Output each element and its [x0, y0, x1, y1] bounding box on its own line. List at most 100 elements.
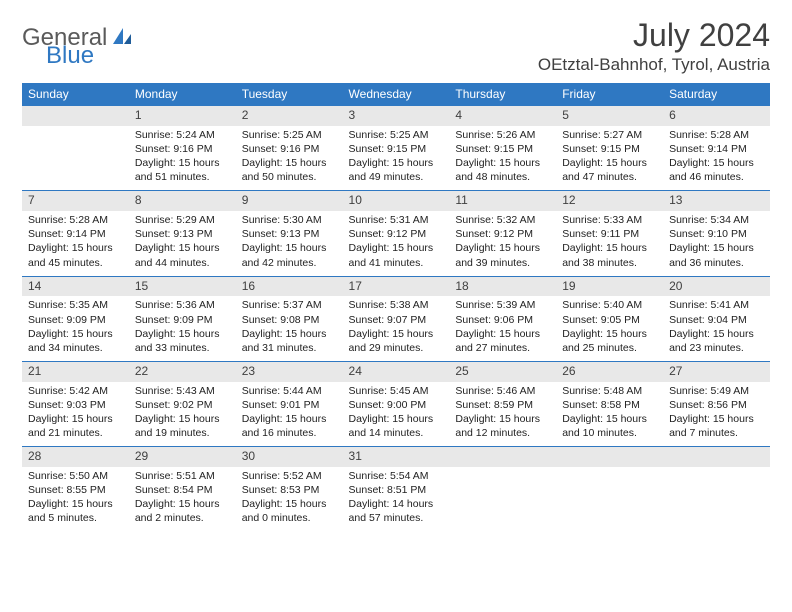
daylight-line: Daylight: 15 hours and 7 minutes. [669, 412, 764, 440]
sunrise-line: Sunrise: 5:28 AM [669, 128, 764, 142]
sunrise-line: Sunrise: 5:51 AM [135, 469, 230, 483]
day-number: 27 [663, 362, 770, 382]
daylight-line: Daylight: 15 hours and 12 minutes. [455, 412, 550, 440]
weekday-header: Saturday [663, 83, 770, 106]
day-number: 28 [22, 447, 129, 467]
day-details: Sunrise: 5:51 AMSunset: 8:54 PMDaylight:… [129, 467, 236, 532]
day-details: Sunrise: 5:45 AMSunset: 9:00 PMDaylight:… [343, 382, 450, 447]
calendar-day-cell: 11Sunrise: 5:32 AMSunset: 9:12 PMDayligh… [449, 191, 556, 276]
sunrise-line: Sunrise: 5:25 AM [349, 128, 444, 142]
calendar-table: SundayMondayTuesdayWednesdayThursdayFrid… [22, 83, 770, 531]
sunrise-line: Sunrise: 5:27 AM [562, 128, 657, 142]
daylight-line: Daylight: 15 hours and 19 minutes. [135, 412, 230, 440]
calendar-week-row: 28Sunrise: 5:50 AMSunset: 8:55 PMDayligh… [22, 447, 770, 532]
sunrise-line: Sunrise: 5:25 AM [242, 128, 337, 142]
day-number [449, 447, 556, 467]
daylight-line: Daylight: 15 hours and 14 minutes. [349, 412, 444, 440]
daylight-line: Daylight: 15 hours and 33 minutes. [135, 327, 230, 355]
calendar-week-row: 14Sunrise: 5:35 AMSunset: 9:09 PMDayligh… [22, 276, 770, 361]
day-number: 13 [663, 191, 770, 211]
sunset-line: Sunset: 9:11 PM [562, 227, 657, 241]
calendar-day-cell: 27Sunrise: 5:49 AMSunset: 8:56 PMDayligh… [663, 362, 770, 447]
sunset-line: Sunset: 9:01 PM [242, 398, 337, 412]
sunrise-line: Sunrise: 5:54 AM [349, 469, 444, 483]
day-number: 25 [449, 362, 556, 382]
weekday-header: Thursday [449, 83, 556, 106]
day-number: 26 [556, 362, 663, 382]
sunrise-line: Sunrise: 5:42 AM [28, 384, 123, 398]
day-details: Sunrise: 5:25 AMSunset: 9:15 PMDaylight:… [343, 126, 450, 191]
calendar-day-cell: 25 Sunrise: 5:46 AMSunset: 8:59 PMDayligh… [449, 362, 556, 447]
sunset-line: Sunset: 9:14 PM [28, 227, 123, 241]
daylight-line: Daylight: 15 hours and 23 minutes. [669, 327, 764, 355]
calendar-week-row: 21Sunrise: 5:42 AMSunset: 9:03 PMDayligh… [22, 362, 770, 447]
daylight-line: Daylight: 15 hours and 16 minutes. [242, 412, 337, 440]
day-number: 20 [663, 277, 770, 297]
sunrise-line: Sunrise: 5:29 AM [135, 213, 230, 227]
sunrise-line: Sunrise: 5:37 AM [242, 298, 337, 312]
calendar-day-cell: 20Sunrise: 5:41 AMSunset: 9:04 PMDayligh… [663, 276, 770, 361]
sunset-line: Sunset: 9:04 PM [669, 313, 764, 327]
sunset-line: Sunset: 9:15 PM [455, 142, 550, 156]
sunset-line: Sunset: 9:08 PM [242, 313, 337, 327]
day-details: Sunrise: 5:52 AMSunset: 8:53 PMDaylight:… [236, 467, 343, 532]
day-number: 14 [22, 277, 129, 297]
calendar-day-cell: 15Sunrise: 5:36 AMSunset: 9:09 PMDayligh… [129, 276, 236, 361]
calendar-day-cell: 6Sunrise: 5:28 AMSunset: 9:14 PMDaylight… [663, 106, 770, 191]
day-number: 16 [236, 277, 343, 297]
day-number [22, 106, 129, 126]
day-number [556, 447, 663, 467]
logo-sail-icon [111, 26, 133, 51]
daylight-line: Daylight: 15 hours and 5 minutes. [28, 497, 123, 525]
day-number: 6 [663, 106, 770, 126]
calendar-day-cell: 29Sunrise: 5:51 AMSunset: 8:54 PMDayligh… [129, 447, 236, 532]
calendar-day-cell: 17Sunrise: 5:38 AMSunset: 9:07 PMDayligh… [343, 276, 450, 361]
sunrise-line: Sunrise: 5:46 AM [455, 384, 550, 398]
calendar-day-cell: 23Sunrise: 5:44 AMSunset: 9:01 PMDayligh… [236, 362, 343, 447]
calendar-day-cell: 1Sunrise: 5:24 AMSunset: 9:16 PMDaylight… [129, 106, 236, 191]
sunset-line: Sunset: 8:53 PM [242, 483, 337, 497]
day-details [663, 467, 770, 529]
sunset-line: Sunset: 9:14 PM [669, 142, 764, 156]
day-details: Sunrise: 5:37 AMSunset: 9:08 PMDaylight:… [236, 296, 343, 361]
calendar-day-cell: 4Sunrise: 5:26 AMSunset: 9:15 PMDaylight… [449, 106, 556, 191]
day-details: Sunrise: 5:40 AMSunset: 9:05 PMDaylight:… [556, 296, 663, 361]
calendar-day-cell [22, 106, 129, 191]
day-number: 30 [236, 447, 343, 467]
daylight-line: Daylight: 15 hours and 48 minutes. [455, 156, 550, 184]
calendar-day-cell: 28Sunrise: 5:50 AMSunset: 8:55 PMDayligh… [22, 447, 129, 532]
day-number: 19 [556, 277, 663, 297]
daylight-line: Daylight: 15 hours and 36 minutes. [669, 241, 764, 269]
month-title: July 2024 [538, 18, 770, 53]
weekday-header: Wednesday [343, 83, 450, 106]
day-details [556, 467, 663, 529]
day-number: 24 [343, 362, 450, 382]
sunrise-line: Sunrise: 5:48 AM [562, 384, 657, 398]
daylight-line: Daylight: 15 hours and 25 minutes. [562, 327, 657, 355]
day-number: 8 [129, 191, 236, 211]
day-number: 2 [236, 106, 343, 126]
day-details: Sunrise: 5:31 AMSunset: 9:12 PMDaylight:… [343, 211, 450, 276]
daylight-line: Daylight: 15 hours and 39 minutes. [455, 241, 550, 269]
sunrise-line: Sunrise: 5:45 AM [349, 384, 444, 398]
calendar-day-cell: 31Sunrise: 5:54 AMSunset: 8:51 PMDayligh… [343, 447, 450, 532]
location-text: OEtztal-Bahnhof, Tyrol, Austria [538, 55, 770, 75]
calendar-day-cell: 19Sunrise: 5:40 AMSunset: 9:05 PMDayligh… [556, 276, 663, 361]
day-number: 11 [449, 191, 556, 211]
sunrise-line: Sunrise: 5:33 AM [562, 213, 657, 227]
day-details: Sunrise: 5:44 AMSunset: 9:01 PMDaylight:… [236, 382, 343, 447]
daylight-line: Daylight: 15 hours and 41 minutes. [349, 241, 444, 269]
daylight-line: Daylight: 15 hours and 27 minutes. [455, 327, 550, 355]
day-details: Sunrise: 5:48 AMSunset: 8:58 PMDaylight:… [556, 382, 663, 447]
sunset-line: Sunset: 9:12 PM [455, 227, 550, 241]
day-details: Sunrise: 5:25 AMSunset: 9:16 PMDaylight:… [236, 126, 343, 191]
sunrise-line: Sunrise: 5:34 AM [669, 213, 764, 227]
sunset-line: Sunset: 8:56 PM [669, 398, 764, 412]
sunset-line: Sunset: 8:59 PM [455, 398, 550, 412]
day-number: 18 [449, 277, 556, 297]
day-number: 12 [556, 191, 663, 211]
sunset-line: Sunset: 8:51 PM [349, 483, 444, 497]
sunset-line: Sunset: 9:13 PM [135, 227, 230, 241]
day-details: Sunrise: 5:54 AMSunset: 8:51 PMDaylight:… [343, 467, 450, 532]
sunrise-line: Sunrise: 5:30 AM [242, 213, 337, 227]
